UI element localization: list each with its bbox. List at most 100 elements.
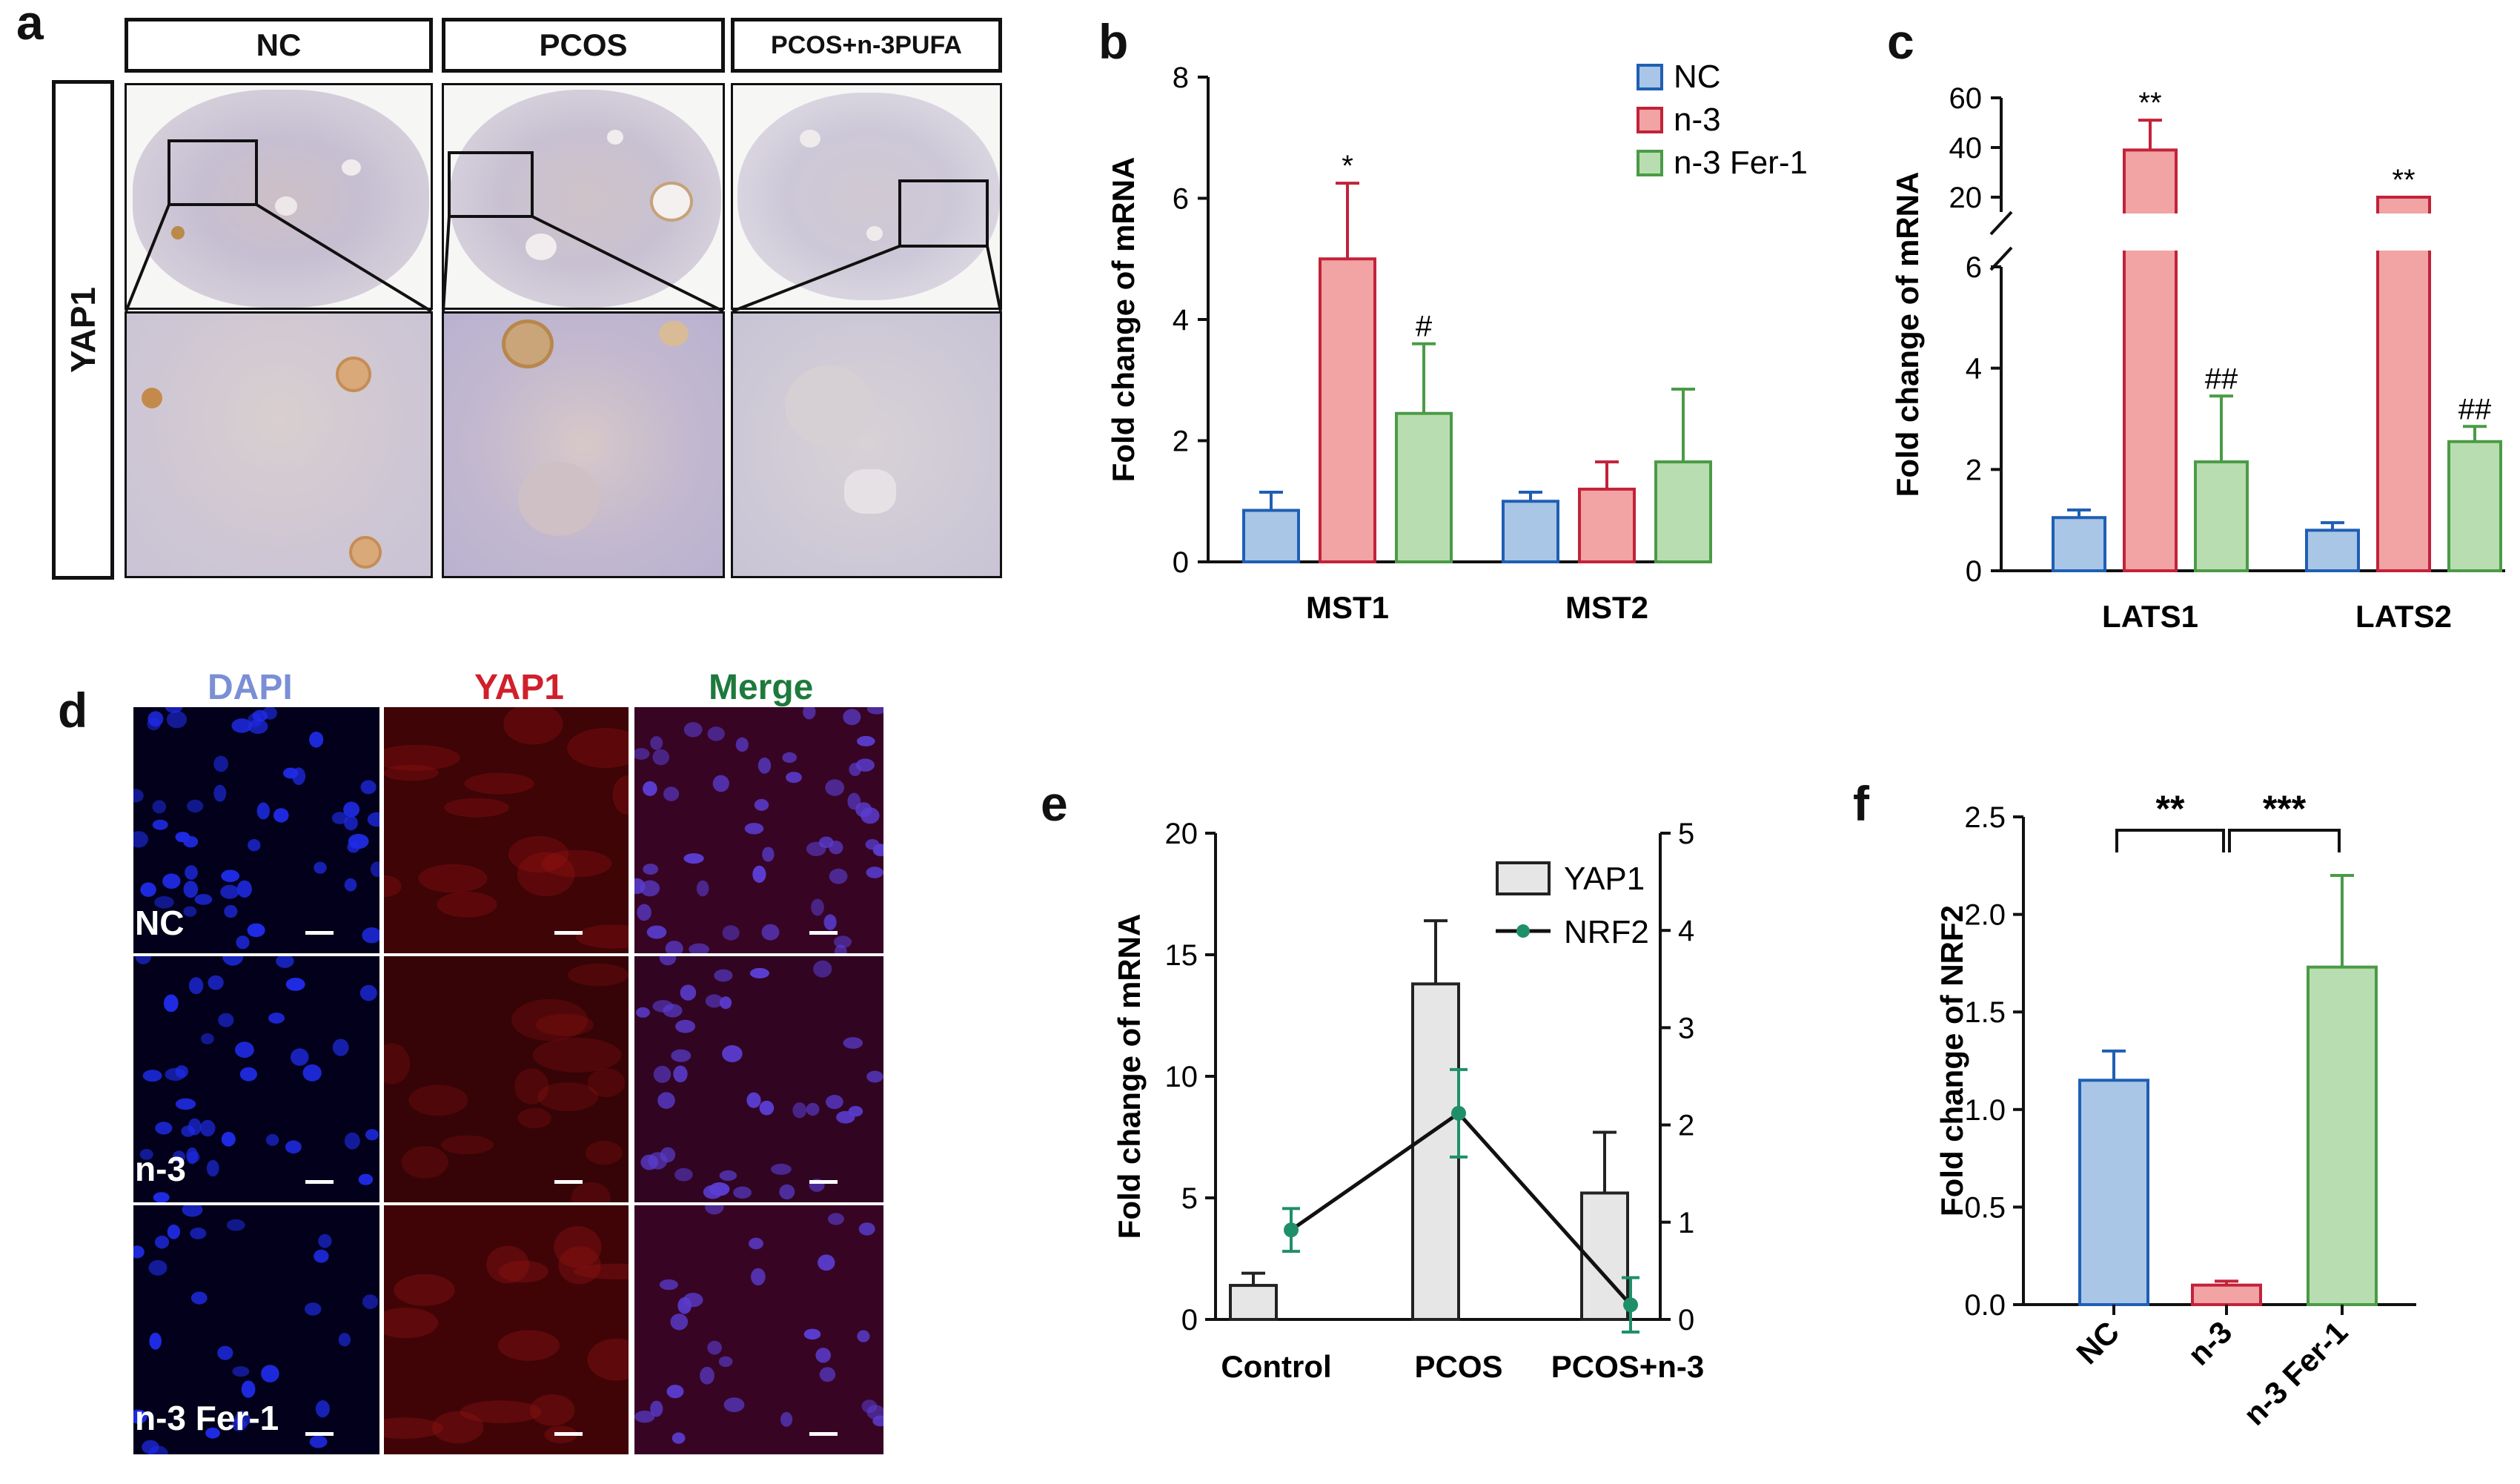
y-tick-label: 8 — [1173, 62, 1189, 94]
panel-d-row-label-nc: NC — [135, 904, 185, 942]
bar-n-3 Fer-1-LATS2 — [2447, 440, 2502, 572]
bar-n-3-MST1 — [1319, 257, 1376, 563]
legend-label-YAP1: YAP1 — [1564, 861, 1645, 897]
significance-mark: * — [1342, 150, 1353, 182]
y2-tick-label: 1 — [1678, 1207, 1694, 1239]
fluor-tile-nc-yap1 — [384, 707, 629, 953]
y2-tick-label: 0 — [1678, 1304, 1694, 1336]
fluor-tile-nc-merge — [634, 707, 883, 953]
significance-mark: ** — [2138, 87, 2161, 119]
x-category-label: n-3 Fer-1 — [2237, 1314, 2355, 1432]
x-category-label: PCOS+n-3 — [1551, 1349, 1705, 1384]
bar-NC-LATS2 — [2305, 529, 2360, 572]
bar-NC-MST2 — [1502, 500, 1559, 563]
y-tick-label: 10 — [1165, 1061, 1198, 1093]
y-tick-label: 2 — [1173, 425, 1189, 458]
micro-pcos-zoom — [442, 311, 725, 578]
y-tick-label: 1.5 — [1964, 996, 2006, 1029]
axis-break-mark — [1989, 211, 2013, 236]
bar-n-3-LATS1 — [2123, 148, 2178, 573]
y2-tick-label: 3 — [1678, 1012, 1694, 1044]
legend-label-n-3 Fer-1: n-3 Fer-1 — [1674, 145, 1808, 181]
legend-swatch-YAP1 — [1496, 861, 1551, 895]
bar-break-gap — [2121, 213, 2179, 251]
scale-bar — [809, 1180, 838, 1184]
panel-d-label: d — [58, 683, 88, 738]
fluor-tile-n3-dapi — [133, 956, 379, 1202]
legend-label-n-3: n-3 — [1674, 102, 1721, 138]
panel-d-header-yap1: YAP1 — [474, 668, 564, 707]
panel-a-header-nc: NC — [125, 18, 433, 73]
y-axis-title: Fold change of NRF2 — [1934, 905, 1969, 1216]
scale-bar — [305, 1432, 334, 1436]
y-tick-label: 6 — [1966, 251, 1982, 284]
y-tick-label: 20 — [1949, 182, 1983, 214]
zoom-frame-pcos — [448, 151, 534, 218]
bar-n-3-LATS2 — [2376, 196, 2431, 572]
y-tick-label: 4 — [1173, 304, 1189, 337]
chart-b: 0 2 4 6 8 Fold change of mRNA MST1 MST2 * # NC n-3 n… — [1106, 59, 1808, 625]
legend-label-NRF2: NRF2 — [1564, 914, 1649, 950]
x-category-label: NC — [2069, 1314, 2126, 1371]
point-NRF2-PCOS — [1451, 1105, 1466, 1121]
fluor-tile-n3-fer1-merge — [634, 1205, 883, 1454]
y-axis-title: Fold change of mRNA — [1112, 914, 1147, 1239]
scale-bar — [809, 1432, 838, 1436]
y-tick-label: 60 — [1949, 82, 1983, 115]
micro-pcos-n3-zoom — [731, 311, 1002, 578]
y-tick-label: 20 — [1165, 818, 1198, 850]
panel-b-label: b — [1098, 14, 1129, 69]
panel-d-header-dapi: DAPI — [208, 668, 293, 707]
panel-f-label: f — [1853, 776, 1869, 831]
point-NRF2-Control — [1284, 1222, 1299, 1238]
panel-d-row-label-n3: n-3 — [135, 1150, 186, 1188]
y-axis-title: Fold change of mRNA — [1890, 172, 1925, 497]
micro-nc-overview — [125, 83, 433, 310]
bar-n-3 Fer-1 — [2307, 965, 2378, 1306]
significance-mark: *** — [2263, 788, 2307, 829]
y-tick-label: 5 — [1181, 1182, 1198, 1215]
chart-f: 0.0 0.5 1.0 1.5 2.0 2.5 Fold change of NRF2 NC n… — [1934, 788, 2416, 1432]
y-tick-label: 0.5 — [1964, 1191, 2006, 1224]
y2-tick-label: 2 — [1678, 1110, 1694, 1142]
legend-swatch-n-3 — [1637, 107, 1663, 133]
bar-NC-MST1 — [1242, 509, 1300, 564]
significance-mark: ## — [2458, 393, 2492, 425]
panel-a-zoom-overlay — [125, 139, 1002, 313]
panel-a-row-label-box: YAP1 — [52, 80, 114, 580]
y2-tick-label: 5 — [1678, 818, 1694, 850]
bar-n-3 Fer-1-MST2 — [1654, 460, 1712, 563]
fluor-tile-nc-dapi — [133, 707, 379, 953]
panel-c-label: c — [1887, 14, 1914, 69]
panel-a-header-pcos: PCOS — [442, 18, 725, 73]
bar-break-gap — [2375, 213, 2433, 251]
significance-bracket — [2228, 829, 2341, 852]
legend-label-NC: NC — [1674, 59, 1721, 95]
fluor-tile-n3-merge — [634, 956, 883, 1202]
legend-swatch-NC — [1637, 64, 1663, 90]
significance-mark: ** — [2156, 788, 2185, 829]
micro-pcos-n3-overview — [731, 83, 1002, 310]
y-tick-label: 2.5 — [1964, 801, 2006, 834]
panel-d-header-merge: Merge — [709, 668, 814, 707]
x-category-label: LATS2 — [2355, 599, 2452, 634]
bar-n-3-MST2 — [1578, 487, 1636, 564]
legend-swatch-n-3 Fer-1 — [1637, 150, 1663, 176]
bar-n-3 Fer-1-LATS1 — [2194, 460, 2249, 572]
bar-NC-LATS1 — [2052, 516, 2106, 572]
point-NRF2-PCOS+n-3 — [1623, 1297, 1638, 1313]
x-category-label: MST2 — [1565, 590, 1648, 625]
x-category-label: n-3 — [2181, 1314, 2239, 1372]
y2-tick-label: 4 — [1678, 915, 1694, 947]
y-tick-label: 4 — [1966, 353, 1982, 385]
y-tick-label: 2.0 — [1964, 899, 2006, 932]
y-tick-label: 0 — [1966, 555, 1982, 588]
x-category-label: PCOS — [1414, 1349, 1502, 1384]
bar-YAP1-PCOS — [1411, 982, 1460, 1322]
y-tick-label: 40 — [1949, 132, 1983, 165]
fluor-tile-n3-yap1 — [384, 956, 629, 1202]
y-tick-label: 0.0 — [1964, 1289, 2006, 1322]
y-tick-label: 6 — [1173, 183, 1189, 216]
line-NRF2 — [1290, 1110, 1632, 1306]
